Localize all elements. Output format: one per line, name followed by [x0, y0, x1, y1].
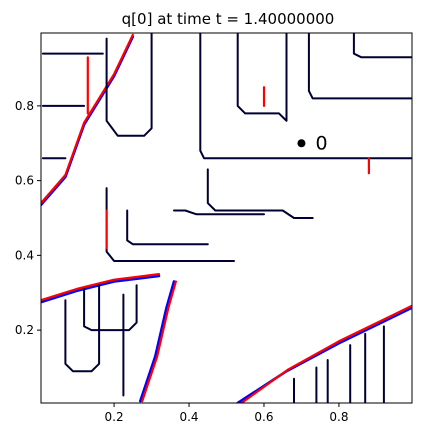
- contour-line-red: [41, 273, 161, 302]
- plot-area: 0: [40, 32, 413, 404]
- contour-line-black: [105, 187, 235, 262]
- x-tick-label: 0.8: [329, 410, 348, 424]
- axis-ticks: 0.2 0.4 0.6 0.8 0.2 0.4 0.6 0.8: [15, 99, 349, 424]
- contour-line-black: [199, 33, 412, 160]
- x-tick-label: 0.6: [254, 410, 273, 424]
- contour-line-black: [206, 168, 314, 219]
- contour-line-black: [105, 33, 153, 137]
- probe-marker: [297, 139, 306, 148]
- x-tick-label: 0.4: [179, 410, 198, 424]
- chart-title: q[0] at time t = 1.40000000: [122, 10, 335, 28]
- contour-line-black: [83, 284, 138, 332]
- y-tick-label: 0.8: [15, 99, 34, 113]
- probe-marker-label: 0: [315, 132, 327, 154]
- contour-line-blue: [236, 306, 412, 403]
- contour-line-red: [41, 33, 134, 205]
- y-tick-label: 0.6: [15, 174, 34, 188]
- contour-line-black: [173, 209, 265, 216]
- contour-line-red: [141, 280, 177, 403]
- y-tick-label: 0.4: [15, 248, 34, 262]
- y-tick-label: 0.2: [15, 323, 34, 337]
- contour-line-black: [126, 209, 209, 246]
- contour-line-black: [307, 33, 412, 100]
- contour-line-black: [236, 33, 288, 122]
- contour-line-blue: [139, 280, 176, 403]
- plot-frame: [40, 32, 413, 404]
- contour-line-red: [240, 304, 412, 403]
- contour-line-blue: [41, 274, 161, 304]
- contour-lines: [41, 33, 412, 403]
- x-tick-label: 0.2: [105, 410, 124, 424]
- contour-line-black: [64, 284, 101, 373]
- contour-line-black: [352, 33, 412, 59]
